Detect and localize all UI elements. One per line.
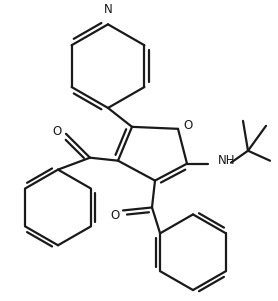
Text: O: O: [183, 119, 193, 132]
Text: NH: NH: [218, 154, 235, 167]
Text: O: O: [110, 209, 120, 222]
Text: N: N: [104, 3, 112, 16]
Text: O: O: [52, 125, 62, 138]
